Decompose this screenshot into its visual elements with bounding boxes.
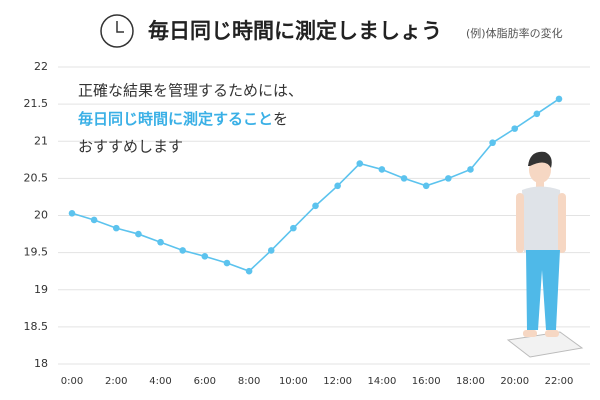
- y-tick-label: 19: [34, 283, 48, 296]
- annotation-line: おすすめします: [78, 138, 183, 156]
- data-point: [356, 160, 364, 167]
- y-tick-label: 18: [34, 357, 48, 370]
- clock-icon: [100, 14, 134, 48]
- data-point: [334, 182, 341, 190]
- data-point: [112, 224, 120, 232]
- x-tick-label: 4:00: [149, 376, 171, 387]
- y-tick-label: 21.5: [24, 97, 49, 110]
- data-point: [135, 230, 142, 238]
- annotation-text: を: [273, 110, 288, 128]
- y-tick-label: 20.5: [24, 171, 49, 184]
- data-point: [290, 224, 297, 232]
- annotation-line: 正確な結果を管理するためには、: [78, 82, 303, 100]
- data-point: [533, 110, 541, 118]
- x-tick-label: 6:00: [194, 376, 216, 387]
- x-tick-label: 20:00: [500, 376, 529, 387]
- x-tick-label: 14:00: [367, 376, 396, 387]
- grid: 18 18.5 19 19.5 20 20.5 21 21.5 22 0:00 2:00 4:00 6:…: [24, 60, 590, 387]
- y-tick-label: 21: [34, 134, 48, 147]
- chart-subtitle: (例)体脂肪率の変化: [466, 26, 563, 40]
- data-point: [157, 238, 164, 246]
- data-point: [179, 247, 186, 254]
- y-tick-label: 22: [34, 60, 48, 73]
- data-point: [445, 175, 452, 182]
- annotation-line: 毎日同じ時間に測定することを: [78, 110, 288, 128]
- x-tick-label: 0:00: [61, 376, 83, 387]
- data-point: [267, 247, 275, 254]
- x-tick-label: 8:00: [238, 376, 260, 387]
- data-point: [422, 182, 430, 190]
- x-tick-label: 16:00: [412, 376, 441, 387]
- x-tick-label: 22:00: [545, 376, 574, 387]
- x-tick-label: 10:00: [279, 376, 308, 387]
- y-tick-label: 18.5: [24, 320, 49, 333]
- data-point: [378, 166, 386, 173]
- plot: [68, 95, 563, 275]
- data-point: [201, 253, 209, 260]
- data-point: [555, 95, 563, 103]
- data-point: [489, 139, 496, 147]
- annotation-highlight: 毎日同じ時間に測定すること: [78, 110, 273, 128]
- data-point: [223, 259, 231, 267]
- x-tick-label: 18:00: [456, 376, 485, 387]
- y-tick-label: 20: [34, 209, 48, 222]
- data-point: [467, 166, 474, 173]
- data-point: [400, 175, 408, 182]
- data-point: [245, 267, 253, 275]
- data-point: [312, 202, 319, 210]
- x-tick-label: 12:00: [323, 376, 352, 387]
- person-illustration: [506, 151, 584, 358]
- data-point: [511, 125, 519, 132]
- x-tick-label: 2:00: [105, 376, 127, 387]
- chart-title: 毎日同じ時間に測定しましょう: [148, 19, 442, 43]
- data-point: [90, 216, 98, 224]
- data-point: [68, 209, 76, 217]
- y-tick-label: 19.5: [24, 246, 49, 259]
